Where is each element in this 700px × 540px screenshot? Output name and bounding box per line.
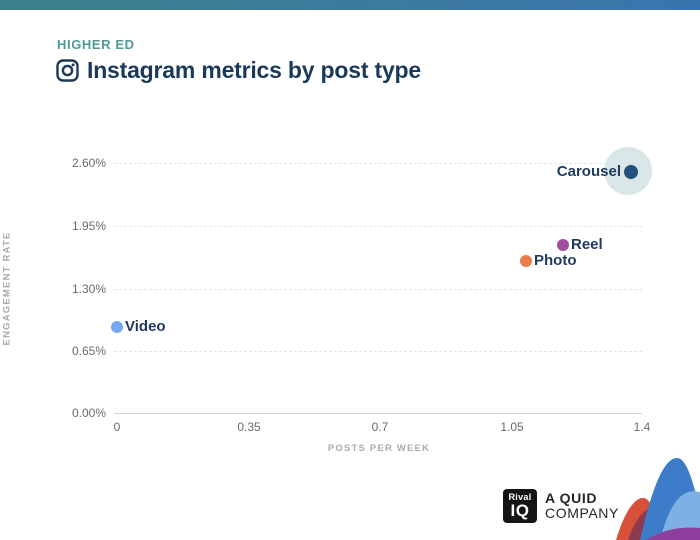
instagram-icon (56, 59, 79, 82)
x-tick-0-35: 0.35 (237, 420, 261, 434)
data-point-label: Video (125, 318, 166, 335)
data-point-reel: Reel (557, 237, 603, 252)
data-point-label: Photo (534, 252, 577, 269)
gridline-1-95 (114, 226, 642, 227)
x-axis-title: POSTS PER WEEK (327, 443, 431, 454)
y-tick-0-65: 0.65% (71, 344, 106, 358)
x-tick-1-05: 1.05 (500, 420, 524, 434)
gridline-1-30 (114, 289, 642, 290)
x-tick-0: 0 (113, 420, 121, 434)
decorative-curves (616, 458, 700, 540)
y-axis-title: ENGAGEMENT RATE (1, 231, 13, 346)
x-tick-0-7: 0.7 (371, 420, 389, 434)
rival-iq-logo-bottom: IQ (510, 501, 530, 520)
y-tick-1-95: 1.95% (71, 219, 106, 233)
data-point-video: Video (111, 319, 166, 334)
quid-company-text: A QUID COMPANY (545, 491, 619, 521)
x-tick-1-4: 1.4 (633, 420, 651, 434)
data-point-label: Reel (571, 236, 603, 253)
video-dot (111, 320, 123, 333)
data-point-carousel: Carousel (540, 164, 638, 179)
y-tick-0-00: 0.00% (71, 406, 106, 420)
page-title: Instagram metrics by post type (87, 57, 421, 83)
title-row: Instagram metrics by post type (56, 57, 421, 84)
gridline-0-65 (114, 351, 642, 352)
y-tick-1-30: 1.30% (71, 282, 106, 296)
category-eyebrow: HIGHER ED (57, 37, 135, 52)
data-point-photo: Photo (520, 253, 577, 268)
rival-iq-logo: Rival IQ (503, 489, 537, 523)
carousel-dot (624, 164, 638, 179)
rival-iq-logo-top: Rival (508, 492, 532, 502)
data-point-label: Carousel (556, 163, 621, 180)
quid-company-line2: COMPANY (545, 505, 619, 521)
reel-dot (557, 238, 569, 251)
x-axis-baseline (114, 413, 642, 414)
y-tick-2-60: 2.60% (71, 156, 106, 170)
gridline-2-60 (114, 163, 642, 164)
quid-company-line1: A QUID (545, 490, 598, 506)
photo-dot (520, 254, 532, 267)
top-gradient-bar (0, 0, 700, 10)
